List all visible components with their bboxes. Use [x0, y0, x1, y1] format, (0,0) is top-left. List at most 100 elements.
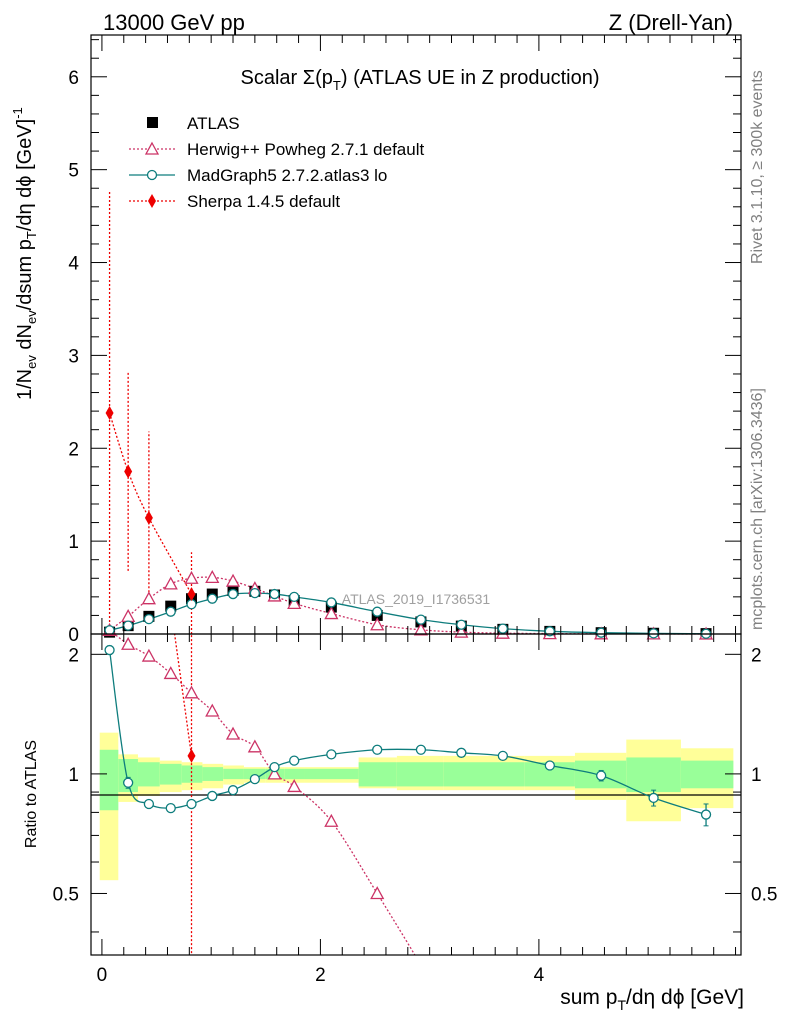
main-ytick-label: 4 [68, 254, 79, 275]
ratio-band-inner [626, 757, 681, 793]
legend-marker-sherpa [148, 194, 156, 208]
ratio-point-herwig [415, 959, 427, 970]
ratio-y-label: Ratio to ATLAS [23, 740, 40, 848]
ratio-band-inner [443, 762, 481, 787]
ratio-band-inner [481, 762, 525, 787]
ratio-band-inner [223, 768, 244, 780]
ratio-point-herwig [141, 648, 156, 662]
ratio-point-herwig [370, 886, 385, 900]
main-point-madgraph [186, 599, 197, 610]
main-point-madgraph [456, 619, 467, 630]
main-point-herwig [370, 617, 385, 631]
ratio-point-madgraph [143, 798, 155, 810]
legend-marker-madgraph [146, 169, 158, 181]
ratio-point-madgraph [207, 790, 218, 802]
ratio-point-madgraph [497, 750, 508, 762]
x-tick-label: 0 [97, 965, 108, 986]
main-point-herwig [141, 591, 156, 605]
main-point-madgraph [165, 606, 176, 617]
main-point-madgraph [227, 588, 239, 600]
main-point-madgraph [122, 620, 134, 631]
plot-title: Scalar Σ(pT) (ATLAS UE in Z production) [241, 67, 600, 93]
ratio-band-inner [202, 767, 224, 781]
ratio-ytick-label-right: 1 [751, 765, 762, 786]
legend-label-herwig: Herwig++ Powheg 2.7.1 default [187, 140, 424, 159]
main-point-madgraph [415, 614, 427, 625]
ratio-point-herwig [267, 766, 282, 780]
main-point-herwig [205, 569, 220, 584]
rivet-version-text: Rivet 3.1.10, ≥ 300k events [749, 70, 766, 264]
main-point-madgraph [143, 613, 155, 625]
main-point-madgraph [289, 591, 300, 603]
ratio-band-inner [137, 762, 160, 787]
ratio-point-herwig [225, 726, 241, 740]
ratio-point-herwig [184, 685, 199, 699]
ratio-point-madgraph [456, 747, 467, 758]
ratio-point-herwig [121, 636, 136, 650]
main-point-atlas [165, 600, 177, 612]
main-ytick-label: 3 [68, 346, 79, 367]
x-tick-label: 2 [315, 965, 326, 986]
main-point-herwig [287, 595, 302, 610]
ratio-ytick-label-right: 0.5 [751, 884, 777, 905]
ratio-point-madgraph [104, 644, 115, 656]
main-point-madgraph [207, 593, 218, 604]
main-ytick-label: 1 [68, 532, 79, 553]
y-axis-label: 1/Nev dNev/dsum pT/dη dϕ [GeV]-1 [10, 107, 39, 400]
main-point-herwig [413, 622, 429, 636]
main-plot: Scalar Σ(pT) (ATLAS UE in Z production) … [10, 34, 742, 646]
ratio-point-madgraph [372, 744, 383, 755]
ratio-band-inner [159, 763, 182, 785]
ratio-line-herwig [113, 634, 416, 955]
ratio-point-madgraph [165, 802, 176, 814]
ratio-ytick-label: 1 [68, 765, 79, 786]
ratio-point-madgraph [227, 785, 239, 796]
ratio-band-inner [284, 768, 305, 780]
ratio-point-sherpa [187, 748, 196, 763]
ratio-band-inner [243, 768, 266, 780]
main-point-sherpa [144, 510, 153, 525]
ratio-line-sherpa [173, 634, 193, 756]
ratio-plot: 0.5 0.5 1 1 2 2 0 2 4 Ratio to ATLAS sum pT/dη d… [23, 633, 777, 1013]
main-point-madgraph [648, 628, 659, 639]
ratio-band-inner [396, 762, 444, 787]
ratio-band-inner [304, 768, 359, 780]
ratio-point-madgraph [186, 798, 197, 810]
ratio-point-madgraph [122, 777, 134, 788]
main-point-madgraph [326, 597, 337, 608]
ratio-point-herwig [163, 666, 178, 680]
legend-label-madgraph: MadGraph5 2.7.2.atlas3 lo [187, 166, 387, 185]
ratio-band-inner [358, 762, 397, 787]
main-point-herwig [184, 570, 199, 584]
main-point-madgraph [249, 587, 261, 599]
ratio-band-inner [680, 760, 734, 789]
main-point-sherpa [187, 587, 196, 602]
analysis-watermark: ATLAS_2019_I1736531 [342, 591, 491, 607]
ratio-ytick-label: 2 [68, 645, 79, 666]
legend: ATLAS Herwig++ Powheg 2.7.1 default MadG… [129, 114, 424, 211]
ratio-point-madgraph [269, 761, 280, 773]
main-point-madgraph [497, 623, 508, 634]
main-line-sherpa [108, 412, 193, 595]
ratio-point-madgraph [249, 773, 261, 785]
main-point-herwig [324, 606, 339, 620]
main-point-herwig [225, 573, 241, 587]
ratio-point-madgraph [326, 749, 337, 760]
x-axis-label: sum pT/dη dϕ [GeV] [560, 986, 744, 1013]
main-ytick-label: 6 [68, 68, 79, 89]
main-ytick-label: 2 [68, 439, 79, 460]
legend-marker-herwig [144, 141, 160, 155]
ratio-point-herwig [247, 739, 262, 753]
ratio-point-madgraph [289, 755, 300, 766]
ratio-ytick-label-right: 2 [751, 645, 762, 666]
legend-label-atlas: ATLAS [187, 114, 240, 133]
main-point-madgraph [269, 588, 280, 600]
mcplots-reference-text: mcplots.cern.ch [arXiv:1306.3436] [749, 388, 766, 630]
ratio-point-madgraph [544, 760, 555, 771]
ratio-point-herwig [324, 813, 339, 827]
ratio-point-herwig [205, 703, 220, 717]
ratio-point-madgraph [596, 770, 607, 781]
x-tick-label: 4 [534, 965, 545, 986]
main-ytick-label: 0 [68, 625, 79, 646]
